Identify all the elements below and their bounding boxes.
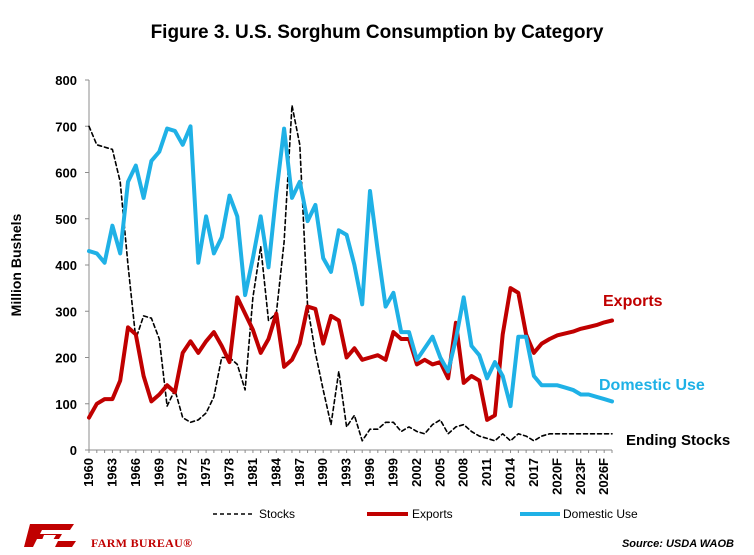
legend-label-domestic: Domestic Use — [563, 507, 638, 521]
x-tick-label: 1972 — [175, 458, 190, 487]
y-tick-label: 800 — [55, 73, 77, 88]
y-tick-label: 200 — [55, 351, 77, 366]
y-tick-label: 700 — [55, 119, 77, 134]
farm-bureau-logo-icon — [22, 521, 82, 549]
x-tick-label: 2005 — [432, 458, 447, 487]
x-tick-label: 2011 — [479, 458, 494, 486]
brand-name: FARM BUREAU® — [91, 536, 193, 550]
y-tick-label: 600 — [55, 166, 77, 181]
y-tick-label: 100 — [55, 397, 77, 412]
legend-label-exports: Exports — [412, 507, 453, 521]
x-tick-label: 1999 — [385, 458, 400, 487]
legend-label-stocks: Stocks — [259, 507, 295, 521]
series-line-stocks — [88, 104, 613, 442]
series-end-label-stocks: Ending Stocks — [626, 432, 730, 449]
x-tick-label: 1996 — [362, 458, 377, 487]
y-axis-title: Million Bushels — [8, 213, 24, 316]
x-tick-label: 2026F — [596, 458, 611, 495]
x-tick-label: 1993 — [339, 458, 354, 487]
series-line-exports — [87, 286, 614, 422]
y-tick-label: 300 — [55, 304, 77, 319]
series-line-domestic — [87, 124, 614, 409]
series-end-label-exports: Exports — [603, 293, 663, 310]
x-tick-label: 1990 — [315, 458, 330, 487]
x-tick-label: 2017 — [526, 458, 541, 487]
x-tick-label: 1984 — [268, 457, 283, 487]
x-tick-label: 1981 — [245, 458, 260, 487]
x-tick-label: 2002 — [409, 458, 424, 487]
x-tick-label: 2008 — [456, 458, 471, 487]
x-tick-label: 1969 — [151, 458, 166, 487]
x-tick-label: 1966 — [128, 458, 143, 487]
x-tick-label: 1960 — [81, 458, 96, 487]
y-tick-label: 0 — [70, 443, 77, 458]
x-tick-label: 2020F — [549, 458, 564, 495]
series-end-label-domestic: Domestic Use — [599, 377, 705, 394]
y-tick-label: 400 — [55, 258, 77, 273]
x-tick-label: 2014 — [503, 457, 518, 487]
x-tick-label: 1987 — [292, 458, 307, 487]
x-tick-label: 1975 — [198, 458, 213, 487]
x-tick-label: 1963 — [104, 458, 119, 487]
y-tick-label: 500 — [55, 212, 77, 227]
source-note: Source: USDA WAOB — [621, 538, 734, 550]
x-tick-label: 1978 — [222, 458, 237, 487]
chart-title: Figure 3. U.S. Sorghum Consumption by Ca… — [150, 22, 604, 43]
x-tick-label: 2023F — [573, 458, 588, 495]
